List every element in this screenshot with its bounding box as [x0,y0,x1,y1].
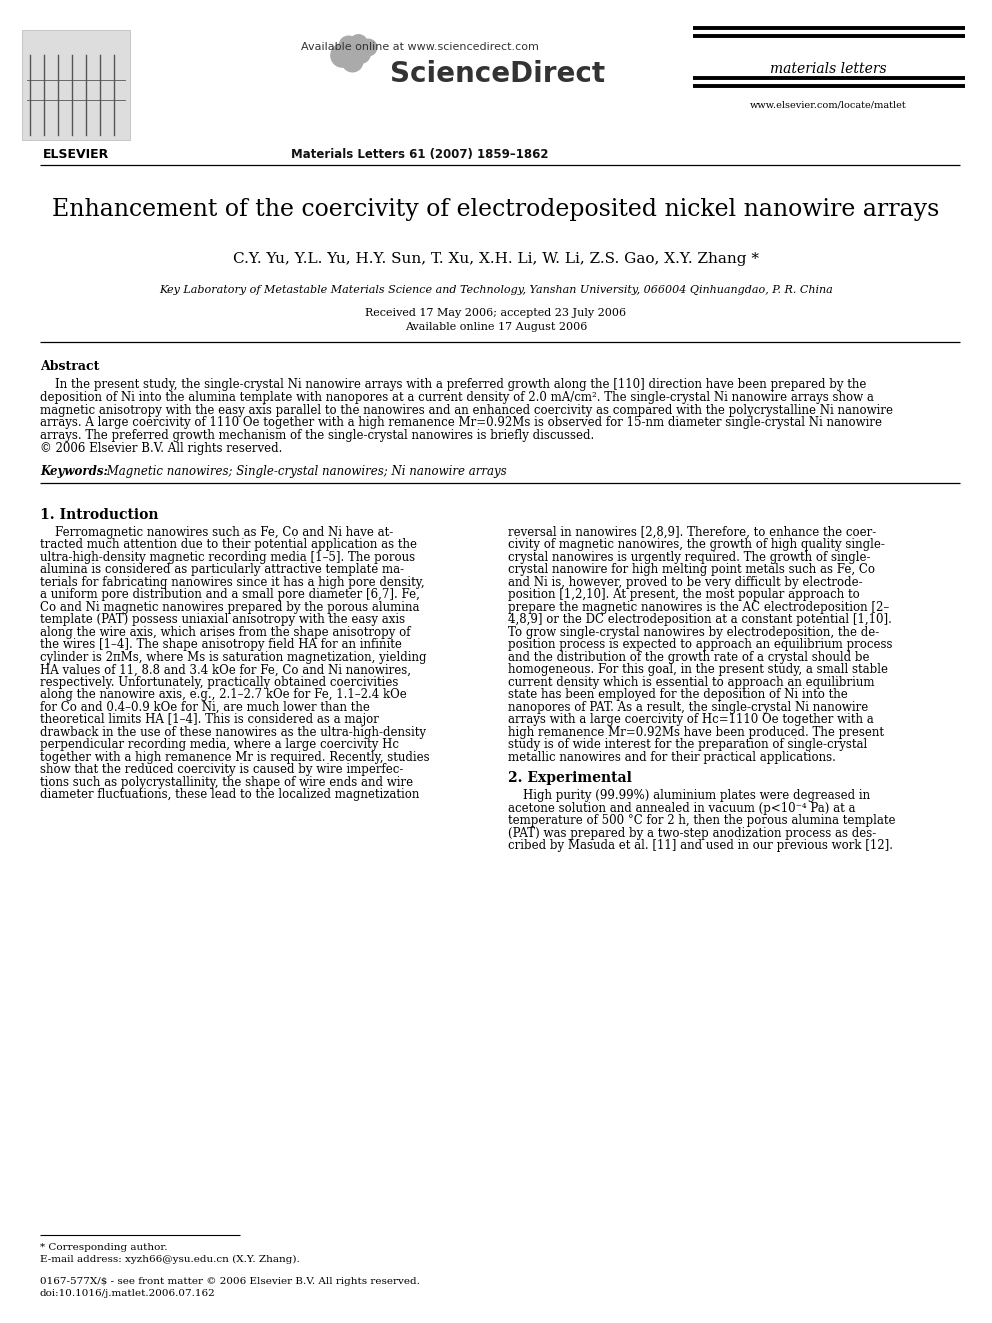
Text: www.elsevier.com/locate/matlet: www.elsevier.com/locate/matlet [750,101,907,108]
Text: (PAT) was prepared by a two-step anodization process as des-: (PAT) was prepared by a two-step anodiza… [508,827,876,840]
Text: position [1,2,10]. At present, the most popular approach to: position [1,2,10]. At present, the most … [508,589,860,601]
Text: cribed by Masuda et al. [11] and used in our previous work [12].: cribed by Masuda et al. [11] and used in… [508,839,893,852]
Text: High purity (99.99%) aluminium plates were degreased in: High purity (99.99%) aluminium plates we… [508,790,870,802]
Text: reversal in nanowires [2,8,9]. Therefore, to enhance the coer-: reversal in nanowires [2,8,9]. Therefore… [508,525,876,538]
Text: high remanence Mr=0.92Ms have been produced. The present: high remanence Mr=0.92Ms have been produ… [508,726,884,738]
Text: Materials Letters 61 (2007) 1859–1862: Materials Letters 61 (2007) 1859–1862 [292,148,549,161]
Text: magnetic anisotropy with the easy axis parallel to the nanowires and an enhanced: magnetic anisotropy with the easy axis p… [40,404,893,417]
Text: HA values of 11, 8.8 and 3.4 kOe for Fe, Co and Ni nanowires,: HA values of 11, 8.8 and 3.4 kOe for Fe,… [40,663,411,676]
Text: ELSEVIER: ELSEVIER [43,148,109,161]
Text: 2. Experimental: 2. Experimental [508,771,632,786]
Text: for Co and 0.4–0.9 kOe for Ni, are much lower than the: for Co and 0.4–0.9 kOe for Ni, are much … [40,701,370,714]
Text: Keywords:: Keywords: [40,464,108,478]
Text: Enhancement of the coercivity of electrodeposited nickel nanowire arrays: Enhancement of the coercivity of electro… [53,198,939,221]
Text: © 2006 Elsevier B.V. All rights reserved.: © 2006 Elsevier B.V. All rights reserved… [40,442,283,455]
Text: Key Laboratory of Metastable Materials Science and Technology, Yanshan Universit: Key Laboratory of Metastable Materials S… [159,284,833,295]
Text: alumina is considered as particularly attractive template ma-: alumina is considered as particularly at… [40,564,404,577]
Text: theoretical limits HA [1–4]. This is considered as a major: theoretical limits HA [1–4]. This is con… [40,713,379,726]
Text: show that the reduced coercivity is caused by wire imperfec-: show that the reduced coercivity is caus… [40,763,404,777]
Text: diameter fluctuations, these lead to the localized magnetization: diameter fluctuations, these lead to the… [40,789,420,802]
Point [350,33,366,54]
Text: To grow single-crystal nanowires by electrodeposition, the de-: To grow single-crystal nanowires by elec… [508,626,879,639]
Text: 4,8,9] or the DC electrodeposition at a constant potential [1,10].: 4,8,9] or the DC electrodeposition at a … [508,614,892,626]
Text: perpendicular recording media, where a large coercivity Hc: perpendicular recording media, where a l… [40,738,399,751]
Text: tracted much attention due to their potential application as the: tracted much attention due to their pote… [40,538,417,552]
Text: Co and Ni magnetic nanowires prepared by the porous alumina: Co and Ni magnetic nanowires prepared by… [40,601,420,614]
Text: deposition of Ni into the alumina template with nanopores at a current density o: deposition of Ni into the alumina templa… [40,390,874,404]
Text: materials letters: materials letters [770,62,886,75]
Text: along the wire axis, which arises from the shape anisotropy of: along the wire axis, which arises from t… [40,626,411,639]
Text: state has been employed for the deposition of Ni into the: state has been employed for the depositi… [508,688,848,701]
Point [344,50,360,71]
Text: respectively. Unfortunately, practically obtained coercivities: respectively. Unfortunately, practically… [40,676,399,689]
Point [360,37,376,58]
Text: position process is expected to approach an equilibrium process: position process is expected to approach… [508,638,893,651]
Text: ScienceDirect: ScienceDirect [390,60,605,89]
Point [352,42,368,64]
Text: crystal nanowire for high melting point metals such as Fe, Co: crystal nanowire for high melting point … [508,564,875,577]
Text: temperature of 500 °C for 2 h, then the porous alumina template: temperature of 500 °C for 2 h, then the … [508,814,896,827]
Point [334,45,350,66]
Text: homogeneous. For this goal, in the present study, a small stable: homogeneous. For this goal, in the prese… [508,663,888,676]
Text: civity of magnetic nanowires, the growth of high quality single-: civity of magnetic nanowires, the growth… [508,538,885,552]
Text: Ferromagnetic nanowires such as Fe, Co and Ni have at-: Ferromagnetic nanowires such as Fe, Co a… [40,525,393,538]
Text: acetone solution and annealed in vacuum (p<10⁻⁴ Pa) at a: acetone solution and annealed in vacuum … [508,802,855,815]
Text: crystal nanowires is urgently required. The growth of single-: crystal nanowires is urgently required. … [508,550,871,564]
Text: and the distribution of the growth rate of a crystal should be: and the distribution of the growth rate … [508,651,870,664]
Text: Available online at www.sciencedirect.com: Available online at www.sciencedirect.co… [301,42,539,52]
Text: * Corresponding author.: * Corresponding author. [40,1244,168,1252]
Text: Abstract: Abstract [40,360,99,373]
Point [340,34,356,56]
Text: nanopores of PAT. As a result, the single-crystal Ni nanowire: nanopores of PAT. As a result, the singl… [508,701,868,714]
Text: arrays with a large coercivity of Hc=1110 Oe together with a: arrays with a large coercivity of Hc=111… [508,713,874,726]
Text: current density which is essential to approach an equilibrium: current density which is essential to ap… [508,676,875,689]
Text: study is of wide interest for the preparation of single-crystal: study is of wide interest for the prepar… [508,738,867,751]
Text: metallic nanowires and for their practical applications.: metallic nanowires and for their practic… [508,750,836,763]
Text: terials for fabricating nanowires since it has a high pore density,: terials for fabricating nanowires since … [40,576,425,589]
Text: Available online 17 August 2006: Available online 17 August 2006 [405,321,587,332]
Text: C.Y. Yu, Y.L. Yu, H.Y. Sun, T. Xu, X.H. Li, W. Li, Z.S. Gao, X.Y. Zhang *: C.Y. Yu, Y.L. Yu, H.Y. Sun, T. Xu, X.H. … [233,251,759,266]
Text: along the nanowire axis, e.g., 2.1–2.7 kOe for Fe, 1.1–2.4 kOe: along the nanowire axis, e.g., 2.1–2.7 k… [40,688,407,701]
Text: tions such as polycrystallinity, the shape of wire ends and wire: tions such as polycrystallinity, the sha… [40,775,413,789]
Text: and Ni is, however, proved to be very difficult by electrode-: and Ni is, however, proved to be very di… [508,576,863,589]
Bar [22,30,130,140]
Text: together with a high remanence Mr is required. Recently, studies: together with a high remanence Mr is req… [40,750,430,763]
Text: 0167-577X/$ - see front matter © 2006 Elsevier B.V. All rights reserved.: 0167-577X/$ - see front matter © 2006 El… [40,1277,420,1286]
Text: arrays. A large coercivity of 1110 Oe together with a high remanence Mr=0.92Ms i: arrays. A large coercivity of 1110 Oe to… [40,417,882,430]
Text: E-mail address: xyzh66@ysu.edu.cn (X.Y. Zhang).: E-mail address: xyzh66@ysu.edu.cn (X.Y. … [40,1256,300,1263]
Text: the wires [1–4]. The shape anisotropy field HA for an infinite: the wires [1–4]. The shape anisotropy fi… [40,638,402,651]
Text: In the present study, the single-crystal Ni nanowire arrays with a preferred gro: In the present study, the single-crystal… [40,378,866,392]
Text: Magnetic nanowires; Single-crystal nanowires; Ni nanowire arrays: Magnetic nanowires; Single-crystal nanow… [103,464,507,478]
Text: ultra-high-density magnetic recording media [1–5]. The porous: ultra-high-density magnetic recording me… [40,550,415,564]
Text: arrays. The preferred growth mechanism of the single-crystal nanowires is briefl: arrays. The preferred growth mechanism o… [40,429,594,442]
Text: doi:10.1016/j.matlet.2006.07.162: doi:10.1016/j.matlet.2006.07.162 [40,1289,215,1298]
Text: a uniform pore distribution and a small pore diameter [6,7]. Fe,: a uniform pore distribution and a small … [40,589,420,601]
Text: template (PAT) possess uniaxial anisotropy with the easy axis: template (PAT) possess uniaxial anisotro… [40,614,405,626]
Text: Received 17 May 2006; accepted 23 July 2006: Received 17 May 2006; accepted 23 July 2… [365,308,627,318]
Text: prepare the magnetic nanowires is the AC electrodeposition [2–: prepare the magnetic nanowires is the AC… [508,601,889,614]
Text: drawback in the use of these nanowires as the ultra-high-density: drawback in the use of these nanowires a… [40,726,426,738]
Text: cylinder is 2πMs, where Ms is saturation magnetization, yielding: cylinder is 2πMs, where Ms is saturation… [40,651,427,664]
Text: 1. Introduction: 1. Introduction [40,508,159,521]
